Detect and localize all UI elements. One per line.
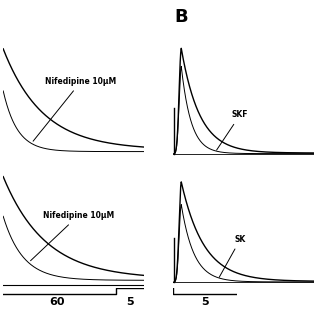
Text: B: B [174,8,188,26]
Text: Nifedipine 10μM: Nifedipine 10μM [33,77,117,141]
Text: 60: 60 [49,297,64,308]
Text: 5: 5 [201,297,209,308]
Text: SK: SK [219,235,246,277]
Text: Nifedipine 10μM: Nifedipine 10μM [31,211,114,261]
Text: SKF: SKF [217,110,248,150]
Text: 5: 5 [126,297,134,308]
